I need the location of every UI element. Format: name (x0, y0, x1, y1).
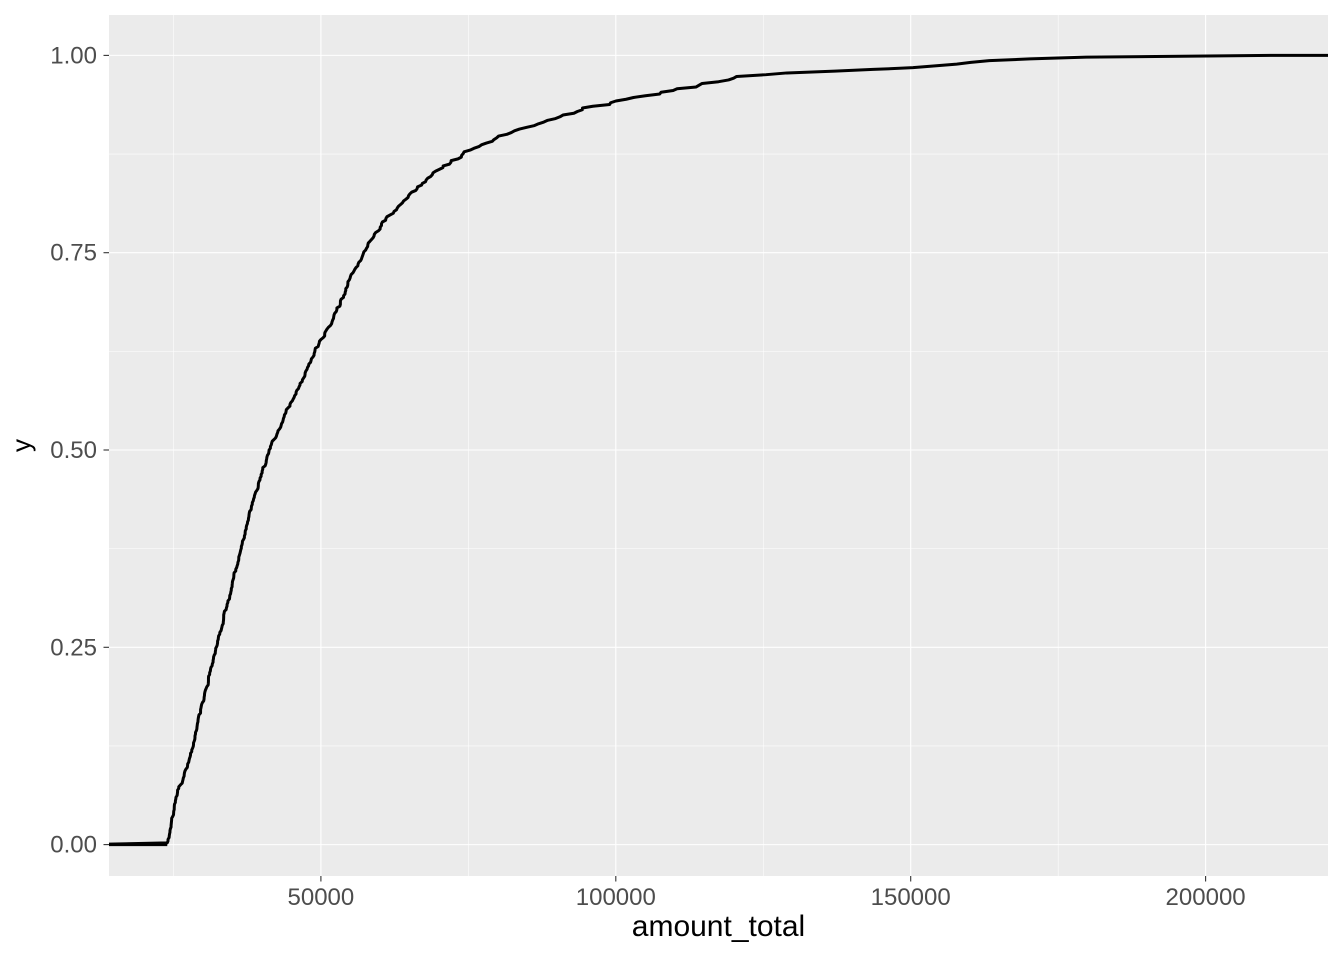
svg-text:0.75: 0.75 (50, 240, 97, 267)
svg-text:1.00: 1.00 (50, 42, 97, 69)
svg-text:0.25: 0.25 (50, 634, 97, 661)
svg-text:0.50: 0.50 (50, 437, 97, 464)
svg-text:0.00: 0.00 (50, 832, 97, 859)
svg-text:100000: 100000 (576, 884, 656, 911)
svg-text:50000: 50000 (288, 884, 355, 911)
svg-text:200000: 200000 (1166, 884, 1246, 911)
svg-text:y: y (6, 439, 36, 452)
svg-text:150000: 150000 (871, 884, 951, 911)
svg-text:amount_total: amount_total (632, 910, 805, 943)
